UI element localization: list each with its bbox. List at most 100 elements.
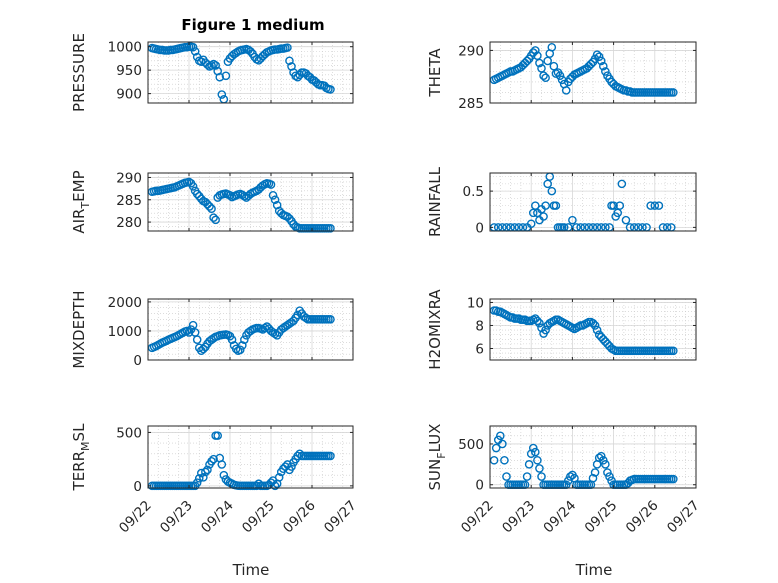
data-point xyxy=(201,467,210,477)
data-point xyxy=(533,455,542,465)
x-axis-label-left: Time xyxy=(232,561,270,579)
axes-frame xyxy=(147,298,354,361)
data-point xyxy=(524,460,534,469)
axes-frame xyxy=(489,172,697,232)
data-point xyxy=(192,335,202,344)
data-point xyxy=(592,50,602,59)
data-point xyxy=(205,202,214,211)
data-point xyxy=(599,455,608,465)
data-point xyxy=(293,451,302,461)
data-point xyxy=(274,473,284,482)
data-point xyxy=(326,85,335,94)
y-tick-label: 290 xyxy=(458,43,484,59)
data-point xyxy=(266,180,276,189)
data-point xyxy=(533,316,542,326)
y-axis-label: SUNFLUX xyxy=(426,424,448,491)
data-point xyxy=(621,215,631,225)
data-point xyxy=(522,472,532,481)
subplot-2: 285 290 THETA xyxy=(426,41,697,112)
data-point xyxy=(203,60,212,69)
y-axis-label: TERRMSL xyxy=(70,423,92,492)
data-point xyxy=(588,473,598,483)
data-point xyxy=(592,325,602,335)
y-tick-label: 8 xyxy=(475,318,484,334)
axes-frame xyxy=(489,298,697,361)
data-point xyxy=(199,473,208,482)
data-point xyxy=(650,201,660,210)
data-point xyxy=(285,56,294,66)
data-point xyxy=(207,61,216,70)
data-point xyxy=(207,204,216,213)
data-point xyxy=(231,344,241,354)
y-tick-label: 500 xyxy=(116,425,142,441)
y-axis-label: PRESSURE xyxy=(70,33,88,112)
data-point xyxy=(609,201,618,210)
data-point xyxy=(287,462,296,471)
data-point xyxy=(500,455,509,465)
data-point xyxy=(207,456,216,466)
y-tick-label: 0 xyxy=(475,478,484,494)
y-tick-label: 285 xyxy=(458,96,484,112)
subplot-4: 0 0.5 RAINFALL xyxy=(426,166,697,237)
data-point xyxy=(227,335,237,344)
data-point xyxy=(535,464,544,473)
y-tick-label: 10 xyxy=(467,295,484,311)
data-point xyxy=(535,58,544,68)
data-point xyxy=(213,431,222,440)
data-point xyxy=(590,321,600,330)
data-point xyxy=(182,326,192,336)
y-tick-label: 0 xyxy=(133,353,142,369)
data-point xyxy=(498,439,507,449)
data-point xyxy=(225,191,235,200)
y-tick-label: 0.5 xyxy=(463,184,484,200)
data-point xyxy=(566,472,575,481)
axes-frame xyxy=(147,41,354,104)
y-tick-label: 2000 xyxy=(108,295,142,311)
data-point xyxy=(252,481,261,491)
data-point xyxy=(603,468,612,477)
y-tick-label: 290 xyxy=(116,170,142,186)
data-point xyxy=(539,71,548,80)
y-tick-label: 1000 xyxy=(108,324,142,340)
data-point xyxy=(594,52,604,62)
data-point xyxy=(654,201,664,210)
data-point xyxy=(268,191,278,200)
data-point xyxy=(495,431,505,441)
data-point xyxy=(221,71,231,81)
data-point xyxy=(283,43,292,52)
y-tick-label: 0 xyxy=(133,479,142,495)
y-axis-label: H2OMIXRA xyxy=(426,289,444,370)
data-point xyxy=(522,56,532,66)
data-point xyxy=(199,344,208,354)
data-point xyxy=(270,195,280,205)
data-point xyxy=(547,186,557,196)
data-point xyxy=(188,182,198,191)
data-point xyxy=(209,213,218,222)
y-tick-label: 900 xyxy=(116,87,142,103)
data-point xyxy=(188,42,198,52)
data-point xyxy=(531,46,540,55)
data-point xyxy=(596,56,606,66)
data-point xyxy=(211,215,220,225)
data-point xyxy=(669,346,678,356)
data-point xyxy=(615,201,625,210)
data-point xyxy=(219,470,229,480)
data-point xyxy=(489,455,499,465)
data-point xyxy=(293,310,302,320)
data-point xyxy=(617,179,627,189)
data-point xyxy=(215,72,225,82)
data-point xyxy=(586,59,596,69)
data-point xyxy=(190,47,200,56)
data-point xyxy=(209,59,218,69)
data-point xyxy=(541,325,550,335)
data-point xyxy=(326,224,335,233)
subplot-3: 280 285 290 AIRTEMP xyxy=(70,170,354,234)
data-point xyxy=(272,200,282,210)
data-point xyxy=(217,460,227,469)
data-point xyxy=(326,315,335,324)
axes-frame xyxy=(489,425,697,489)
y-tick-label: 0 xyxy=(475,220,484,236)
